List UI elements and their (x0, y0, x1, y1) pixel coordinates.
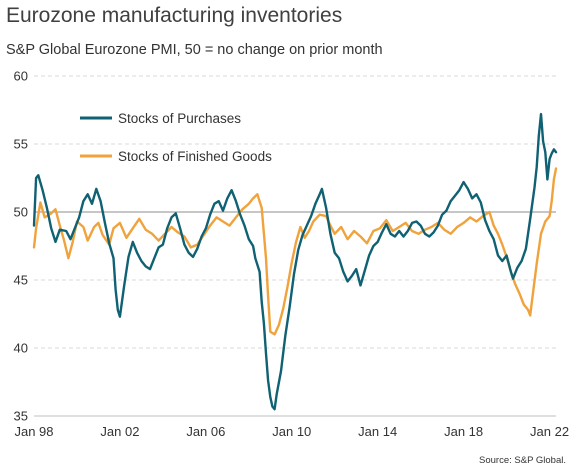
x-tick-label: Jan 18 (444, 424, 483, 439)
x-tick-label: Jan 06 (186, 424, 225, 439)
y-tick-label: 55 (14, 137, 28, 152)
legend: Stocks of Purchases Stocks of Finished Go… (80, 111, 272, 164)
legend-label: Stocks of Purchases (118, 111, 241, 126)
y-tick-label: 50 (14, 205, 28, 220)
y-axis: 35 40 45 50 55 60 (14, 69, 28, 424)
x-tick-label: Jan 02 (100, 424, 139, 439)
series-line-stocks-of-finished-goods (32, 167, 558, 336)
legend-label: Stocks of Finished Goods (118, 149, 272, 164)
y-tick-label: 40 (14, 341, 28, 356)
chart-subtitle: S&P Global Eurozone PMI, 50 = no change … (6, 42, 383, 58)
chart-title: Eurozone manufacturing inventories (6, 4, 343, 27)
x-axis: Jan 98 Jan 02 Jan 06 Jan 10 Jan 14 Jan 18 Jan … (14, 415, 569, 439)
y-tick-label: 35 (14, 409, 28, 424)
x-tick-label: Jan 14 (358, 424, 397, 439)
series-lines (32, 112, 558, 411)
y-tick-label: 45 (14, 273, 28, 288)
y-tick-label: 60 (14, 69, 28, 84)
x-tick-label: Jan 10 (272, 424, 311, 439)
x-tick-label: Jan 22 (530, 424, 569, 439)
x-tick-label: Jan 98 (14, 424, 53, 439)
series-line-stocks-of-purchases (32, 112, 558, 411)
source-note: Source: S&P Global. (479, 455, 566, 466)
